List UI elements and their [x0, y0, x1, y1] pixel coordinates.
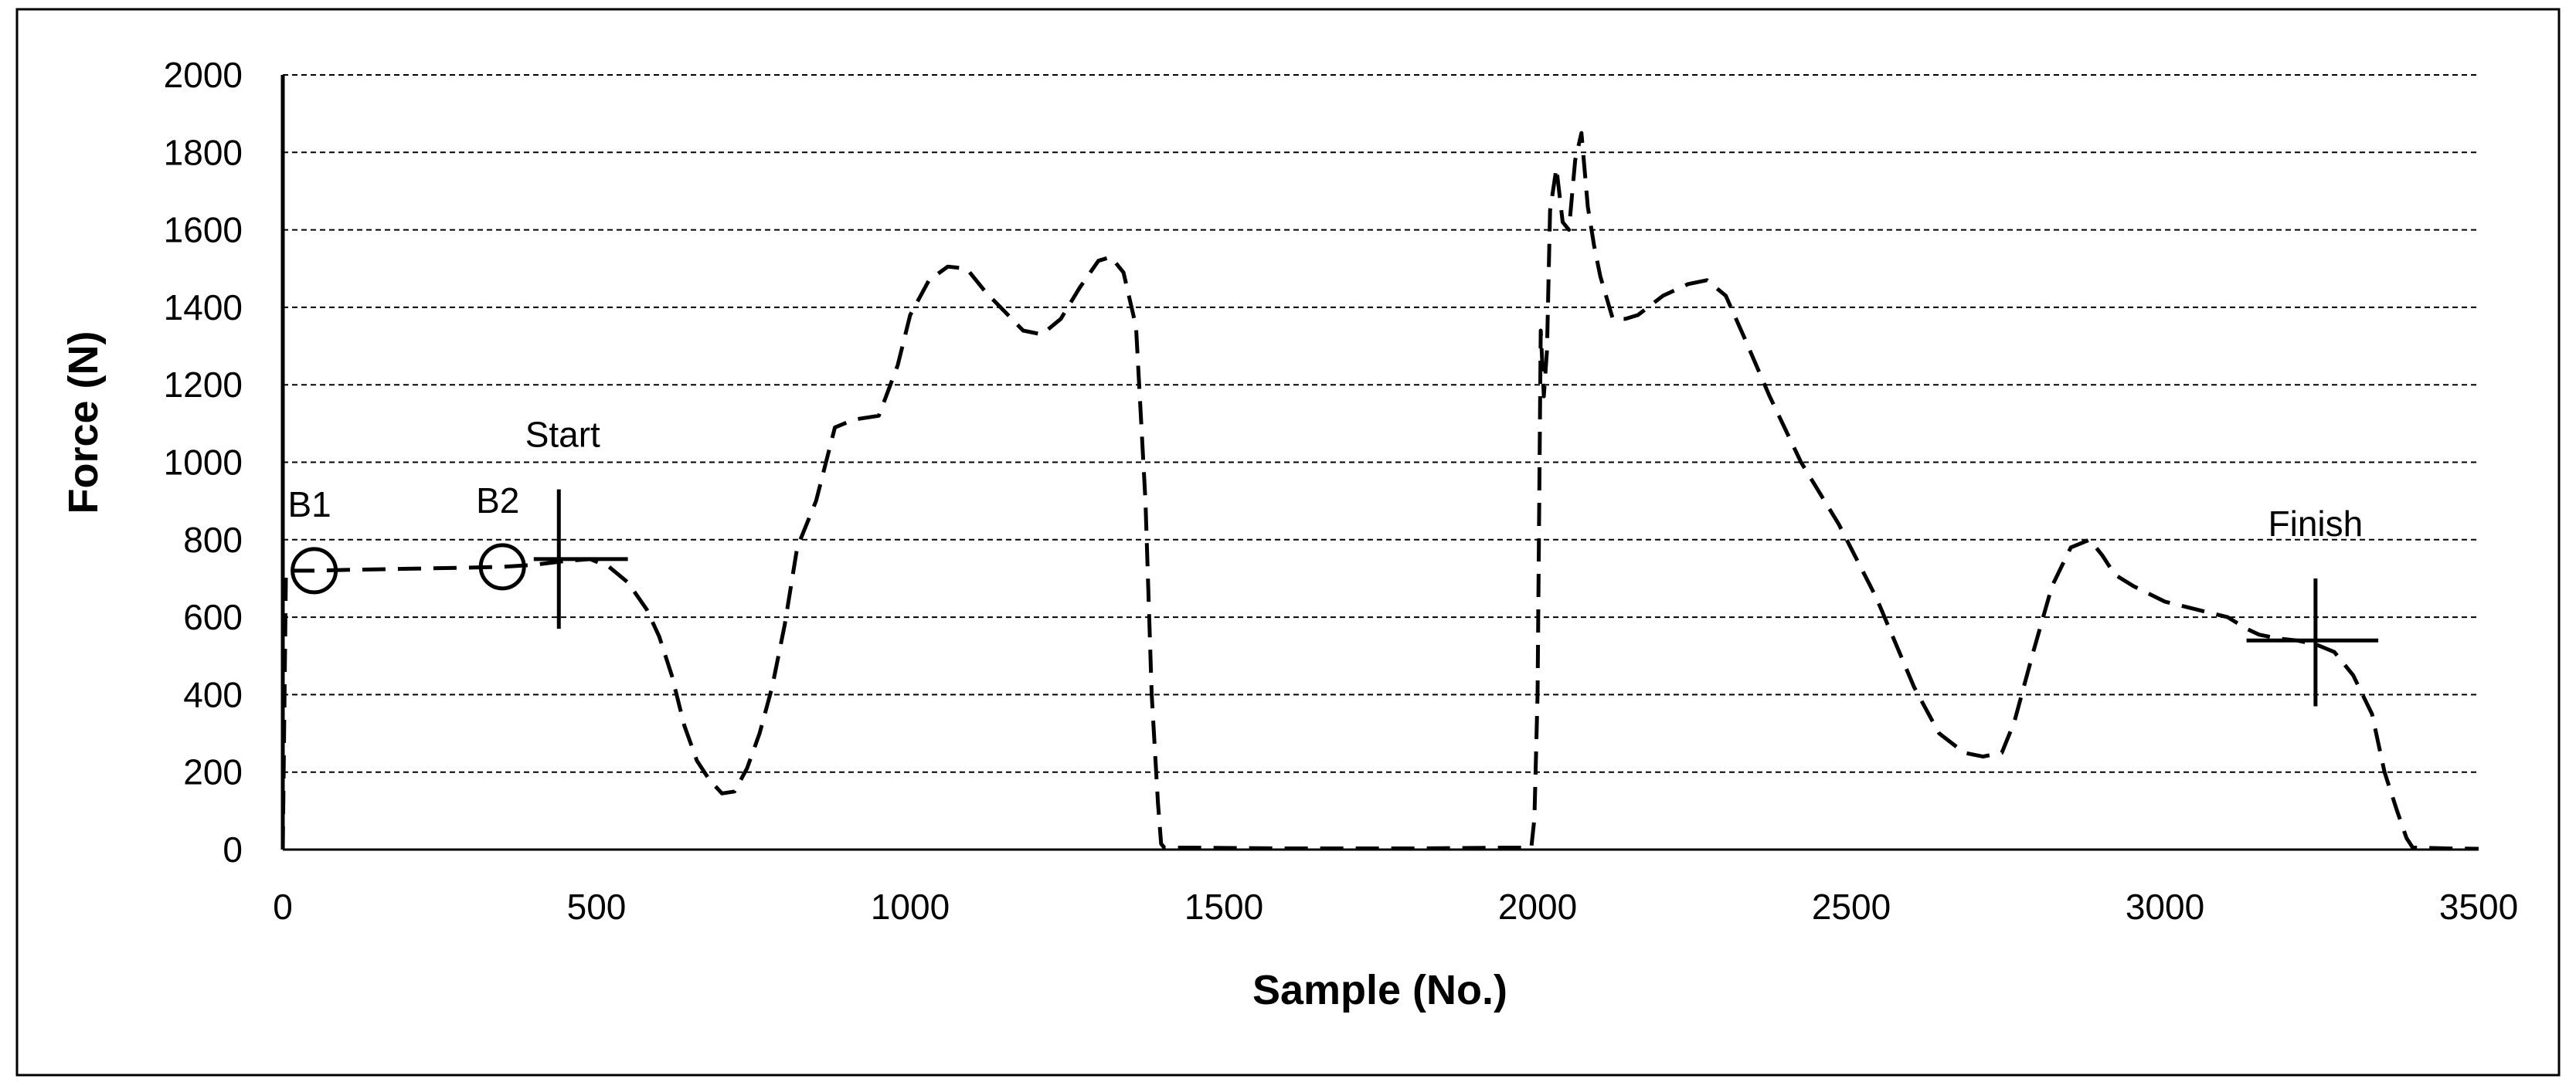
x-tick-label-5: 2500: [1812, 887, 1891, 927]
annotation-label-start: Start: [525, 415, 600, 455]
y-tick-label-3: 600: [183, 597, 243, 637]
annotation-label-finish: Finish: [2268, 504, 2364, 544]
x-tick-label-2: 1000: [871, 887, 950, 927]
series: [280, 131, 2479, 851]
x-tick-label-6: 3000: [2126, 887, 2204, 927]
chart-outer-border: [15, 8, 2561, 1077]
y-tick-label-8: 1600: [164, 210, 243, 250]
y-tick-label-6: 1200: [164, 365, 243, 405]
x-tick-label-7: 3500: [2439, 887, 2518, 927]
annotation-label-b1: B1: [287, 484, 331, 524]
y-tick-label-10: 2000: [164, 55, 243, 95]
x-tick-labels: 0 500 1000 1500 2000 2500 3000 3500: [273, 887, 2518, 927]
y-tick-label-5: 1000: [164, 443, 243, 483]
x-tick-label-1: 500: [567, 887, 627, 927]
x-axis-title: Sample (No.): [1252, 967, 1507, 1013]
x-tick-label-4: 2000: [1498, 887, 1577, 927]
series-line-0: [280, 131, 2479, 851]
y-axis-title: Force (N): [60, 331, 107, 514]
annotation-marker-b1: [291, 547, 338, 595]
annotation-marker-b2: [478, 543, 526, 591]
y-tick-label-4: 800: [183, 520, 243, 560]
y-tick-label-9: 1800: [164, 132, 243, 172]
x-tick-label-0: 0: [273, 887, 293, 927]
y-tick-label-0: 0: [223, 829, 243, 870]
gridlines: [283, 74, 2479, 773]
x-tick-label-3: 1500: [1184, 887, 1263, 927]
y-tick-labels: 0 200 400 600 800 1000 1200 1400 1600 1800 2000: [164, 55, 243, 870]
annotation-label-b2: B2: [476, 480, 519, 521]
y-tick-label-7: 1400: [164, 287, 243, 327]
y-tick-label-2: 400: [183, 674, 243, 714]
y-tick-label-1: 200: [183, 752, 243, 792]
